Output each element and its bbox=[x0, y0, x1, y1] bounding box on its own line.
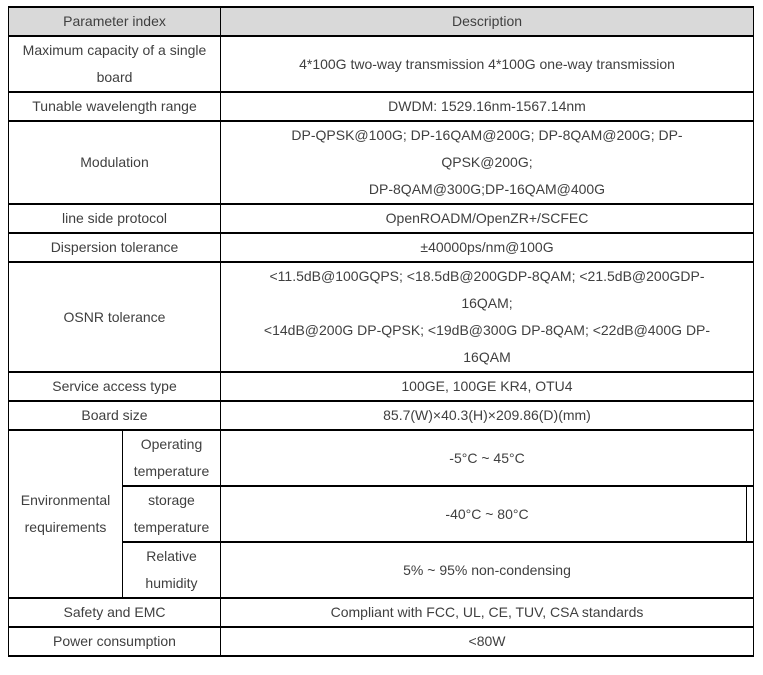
desc-cell: OpenROADM/OpenZR+/SCFEC bbox=[220, 203, 754, 234]
param-cell: Power consumption bbox=[8, 626, 221, 657]
cell-line: Operating bbox=[140, 436, 203, 452]
param-cell: Modulation bbox=[8, 120, 221, 205]
cell-line: DP-8QAM@300G;DP-16QAM@400G bbox=[368, 181, 606, 197]
table-row: Service access type 100GE, 100GE KR4, OTU… bbox=[8, 371, 754, 402]
cell-line: line side protocol bbox=[61, 210, 168, 226]
table-row: Modulation DP-QPSK@100G; DP-16QAM@200G; D… bbox=[8, 120, 754, 205]
desc-cell: 100GE, 100GE KR4, OTU4 bbox=[220, 371, 754, 402]
cell-line: requirements bbox=[24, 519, 107, 535]
param-cell: Service access type bbox=[8, 371, 221, 402]
cell-line: Maximum capacity of a single bbox=[22, 42, 207, 58]
cell-line: OSNR tolerance bbox=[63, 308, 166, 325]
cell-line: 5% ~ 95% non-condensing bbox=[403, 561, 571, 578]
cell-line: Dispersion tolerance bbox=[50, 239, 179, 255]
cell-line: temperature bbox=[133, 463, 210, 479]
desc-cell: <11.5dB@100GQPS; <18.5dB@200GDP-8QAM; <2… bbox=[220, 261, 754, 373]
cell-line: 16QAM bbox=[463, 349, 511, 365]
cell-line: Power consumption bbox=[53, 633, 176, 649]
desc-header-cell: Description bbox=[220, 6, 754, 37]
spec-table: Parameter index Description Maximum capa… bbox=[8, 6, 754, 657]
cell-line: 100GE, 100GE KR4, OTU4 bbox=[401, 378, 573, 394]
table-row: line side protocol OpenROADM/OpenZR+/SCFE… bbox=[8, 203, 754, 234]
cell-line: DWDM: 1529.16nm-1567.14nm bbox=[388, 98, 586, 114]
datasheet-page: Parameter index Description Maximum capa… bbox=[8, 6, 754, 657]
cell-line: Modulation bbox=[80, 154, 149, 170]
nested-cell-border bbox=[746, 487, 747, 541]
spec-table-body: Maximum capacity of a single board 4*100G … bbox=[8, 35, 754, 657]
table-row: storage temperature -40°C ~ 80°C bbox=[9, 485, 754, 543]
table-row: Dispersion tolerance ±40000ps/nm@100G bbox=[8, 232, 754, 263]
table-row: Tunable wavelength range DWDM: 1529.16nm-… bbox=[8, 91, 754, 122]
desc-cell: -5°C ~ 45°C bbox=[220, 429, 754, 487]
cell-line: <80W bbox=[468, 633, 506, 649]
param-cell: Board size bbox=[8, 400, 221, 431]
param-cell: Dispersion tolerance bbox=[8, 232, 221, 263]
table-row: Safety and EMC Compliant with FCC, UL, CE… bbox=[8, 597, 754, 628]
cell-line: Relative bbox=[146, 548, 197, 564]
param-cell: storage temperature bbox=[122, 485, 221, 543]
cell-line: Board size bbox=[81, 407, 148, 423]
desc-cell: 85.7(W)×40.3(H)×209.86(D)(mm) bbox=[220, 400, 754, 431]
cell-line: <11.5dB@100GQPS; <18.5dB@200GDP-8QAM; <2… bbox=[269, 268, 705, 284]
param-cell: Maximum capacity of a single board bbox=[8, 35, 221, 93]
param-cell: line side protocol bbox=[8, 203, 221, 234]
table-row: Power consumption <80W bbox=[8, 626, 754, 657]
desc-cell: ±40000ps/nm@100G bbox=[220, 232, 754, 263]
cell-line: Environmental bbox=[20, 492, 111, 508]
cell-line: -40°C ~ 80°C bbox=[445, 505, 529, 522]
desc-cell: 4*100G two-way transmission 4*100G one-w… bbox=[220, 35, 754, 93]
desc-cell: <80W bbox=[220, 626, 754, 657]
desc-cell: DP-QPSK@100G; DP-16QAM@200G; DP-8QAM@200… bbox=[220, 120, 754, 205]
param-cell: OSNR tolerance bbox=[8, 261, 221, 373]
table-row: OSNR tolerance <11.5dB@100GQPS; <18.5dB@2… bbox=[8, 261, 754, 373]
cell-line: board bbox=[96, 69, 133, 85]
cell-line: Safety and EMC bbox=[63, 604, 166, 620]
group-cell: Environmental requirements bbox=[8, 429, 123, 599]
table-row: Relative humidity 5% ~ 95% non-condensing bbox=[9, 541, 754, 599]
desc-cell: DWDM: 1529.16nm-1567.14nm bbox=[220, 91, 754, 122]
cell-line: <14dB@200G DP-QPSK; <19dB@300G DP-8QAM; … bbox=[263, 322, 711, 338]
param-cell: Tunable wavelength range bbox=[8, 91, 221, 122]
cell-line: humidity bbox=[145, 575, 198, 591]
cell-line: 16QAM; bbox=[461, 295, 513, 311]
cell-line: ±40000ps/nm@100G bbox=[420, 239, 554, 255]
param-cell: Operating temperature bbox=[122, 429, 221, 487]
cell-line: storage bbox=[148, 492, 195, 508]
cell-line: OpenROADM/OpenZR+/SCFEC bbox=[385, 210, 589, 226]
cell-line: 4*100G two-way transmission 4*100G one-w… bbox=[299, 55, 675, 72]
desc-cell: 5% ~ 95% non-condensing bbox=[220, 541, 754, 599]
cell-line: 85.7(W)×40.3(H)×209.86(D)(mm) bbox=[383, 407, 591, 423]
cell-line: Tunable wavelength range bbox=[32, 98, 197, 114]
cell-line: temperature bbox=[133, 519, 210, 535]
cell-line: Service access type bbox=[52, 378, 177, 394]
table-header-row: Parameter index Description bbox=[8, 6, 754, 37]
cell-line: QPSK@200G; bbox=[441, 154, 533, 170]
param-cell: Relative humidity bbox=[122, 541, 221, 599]
table-row: Maximum capacity of a single board 4*100G … bbox=[8, 35, 754, 93]
desc-cell: Compliant with FCC, UL, CE, TUV, CSA sta… bbox=[220, 597, 754, 628]
table-row: Board size 85.7(W)×40.3(H)×209.86(D)(mm) bbox=[8, 400, 754, 431]
desc-cell: -40°C ~ 80°C bbox=[220, 485, 754, 543]
table-row: Environmental requirements Operating temper… bbox=[8, 429, 754, 599]
cell-line: DP-QPSK@100G; DP-16QAM@200G; DP-8QAM@200… bbox=[291, 127, 683, 143]
param-cell: Safety and EMC bbox=[8, 597, 221, 628]
cell-line: Compliant with FCC, UL, CE, TUV, CSA sta… bbox=[330, 604, 644, 620]
cell-line: -5°C ~ 45°C bbox=[449, 449, 525, 466]
param-header-cell: Parameter index bbox=[8, 6, 221, 37]
